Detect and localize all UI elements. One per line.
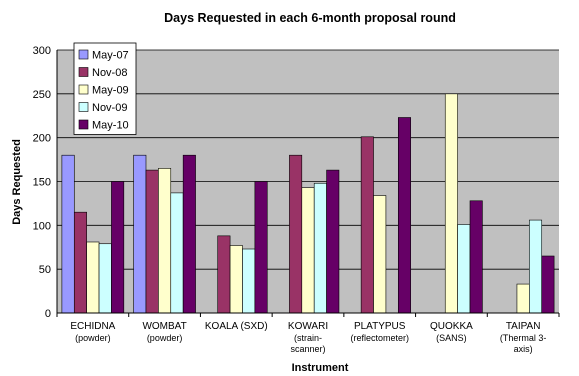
bar-may-09: [229, 245, 243, 314]
y-tick-label: 0: [45, 308, 51, 320]
bar-may-09: [373, 195, 387, 314]
bar-nov-09: [98, 243, 112, 314]
bar-may-09: [301, 187, 315, 314]
x-tick-label: QUOKKA: [430, 321, 473, 332]
chart-title: Days Requested in each 6-month proposal …: [164, 11, 456, 25]
x-axis-title: Instrument: [292, 362, 349, 374]
legend-label: Nov-09: [92, 102, 127, 114]
x-tick-sublabel: (reflectometer): [350, 333, 409, 343]
bar-nov-09: [170, 192, 184, 314]
bar-may-09: [86, 241, 100, 314]
y-tick-label: 250: [33, 89, 51, 101]
bar-nov-08: [145, 169, 159, 314]
x-tick-label: PLATYPUS: [354, 321, 406, 332]
x-tick-label: TAIPAN: [506, 321, 541, 332]
x-tick-sublabel: (powder): [75, 333, 111, 343]
legend-label: May-07: [92, 50, 129, 62]
bar-nov-08: [360, 136, 374, 314]
x-tick-label: ECHIDNA: [70, 321, 115, 332]
legend-swatch: [78, 102, 89, 112]
legend-label: May-09: [92, 85, 129, 97]
x-tick-sublabel: (Thermal 3-: [500, 333, 547, 343]
legend-swatch: [78, 84, 89, 95]
x-tick-sublabel: (SANS): [436, 333, 467, 343]
bar-nov-08: [73, 211, 87, 314]
y-tick-label: 200: [33, 133, 51, 145]
y-axis-title: Days Requested: [11, 139, 23, 225]
legend: May-07 Nov-08 May-09 Nov-09 May-10: [73, 42, 137, 135]
legend-label: May-10: [92, 120, 129, 132]
bar-may-10: [469, 200, 483, 314]
bar-may-09: [158, 168, 172, 314]
bar-may-10: [254, 181, 268, 314]
bar-may-10: [326, 169, 340, 314]
x-tick-sublabel: (strain-: [294, 333, 322, 343]
bar-nov-09: [313, 182, 327, 314]
bar-may-10: [541, 255, 555, 314]
axes: [56, 50, 560, 317]
legend-swatch: [78, 67, 89, 77]
bar-may-09: [516, 283, 530, 314]
bar-may-07: [133, 154, 147, 314]
bar-may-09: [444, 93, 458, 314]
y-tick-label: 150: [33, 177, 51, 189]
legend-swatch: [78, 49, 89, 60]
bar-may-10: [397, 117, 411, 314]
x-tick-label: KOALA (SXD): [205, 321, 268, 332]
x-tick-sublabel: axis): [514, 344, 533, 354]
x-tick-labels: ECHIDNA(powder)WOMBAT(powder)KOALA (SXD)…: [70, 321, 546, 354]
bar-may-10: [111, 181, 125, 314]
bar-nov-09: [529, 219, 543, 314]
bar-nov-09: [242, 248, 256, 314]
y-tick-label: 100: [33, 220, 51, 232]
bars: [61, 93, 555, 314]
y-tick-label: 50: [39, 264, 51, 276]
legend-swatch: [78, 119, 89, 130]
x-tick-label: WOMBAT: [142, 321, 186, 332]
bar-may-07: [61, 154, 75, 314]
x-tick-sublabel: (powder): [147, 333, 183, 343]
bar-nov-08: [217, 235, 231, 314]
y-tick-label: 300: [33, 45, 51, 57]
x-tick-sublabel: scanner): [290, 344, 325, 354]
bar-may-10: [182, 154, 196, 314]
bar-nov-08: [289, 154, 303, 314]
x-tick-label: KOWARI: [288, 321, 328, 332]
bar-nov-09: [457, 224, 471, 314]
legend-label: Nov-08: [92, 67, 127, 79]
y-tick-labels: 0 50 100 150 200 250 300: [33, 45, 51, 320]
